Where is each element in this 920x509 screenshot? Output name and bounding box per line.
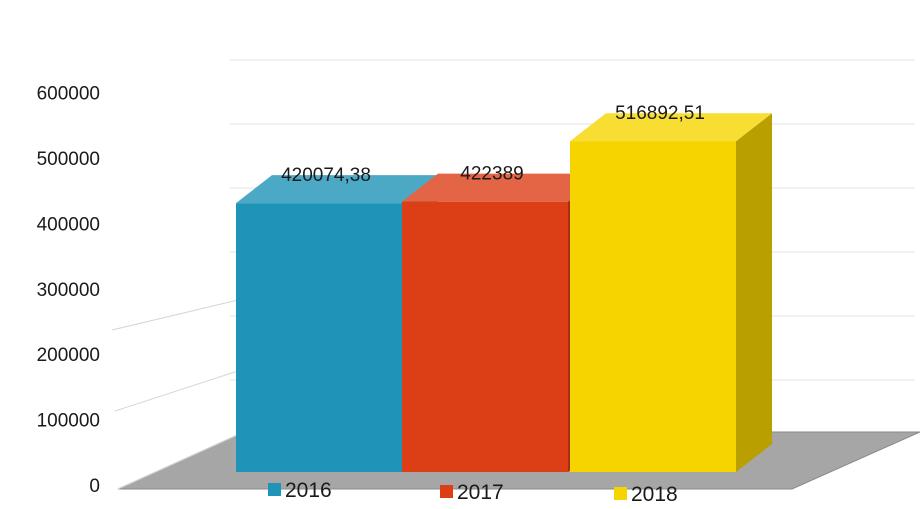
data-label-2018: 516892,51 — [615, 103, 705, 124]
bar-2017-top — [402, 173, 604, 202]
y-tick-label: 300000 — [37, 280, 100, 301]
bar-2018 — [570, 141, 736, 473]
perspective-line — [114, 369, 242, 412]
legend-swatch-2018 — [614, 487, 627, 500]
bar-2018-side — [736, 113, 772, 473]
y-tick-label: 200000 — [37, 345, 100, 366]
legend-label-2018: 2018 — [631, 483, 678, 504]
legend-swatch-2016 — [268, 483, 281, 496]
bar-2016 — [236, 203, 402, 472]
y-tick-label: 400000 — [37, 214, 100, 235]
bar-2017 — [402, 201, 568, 473]
perspective-line — [111, 299, 239, 331]
data-label-2016: 420074,38 — [281, 165, 371, 186]
y-tick-label: 0 — [89, 476, 100, 497]
y-tick-label: 600000 — [37, 84, 100, 105]
y-tick-label: 100000 — [37, 411, 100, 432]
perspective-line — [117, 431, 245, 490]
data-label-2017: 422389 — [460, 164, 523, 185]
legend-label-2017: 2017 — [457, 481, 504, 504]
bar-2018-top — [570, 113, 772, 142]
legend-label-2016: 2016 — [285, 479, 332, 502]
y-tick-label: 500000 — [37, 149, 100, 170]
legend-swatch-2017 — [440, 485, 453, 498]
bar-2016-top — [236, 175, 438, 204]
